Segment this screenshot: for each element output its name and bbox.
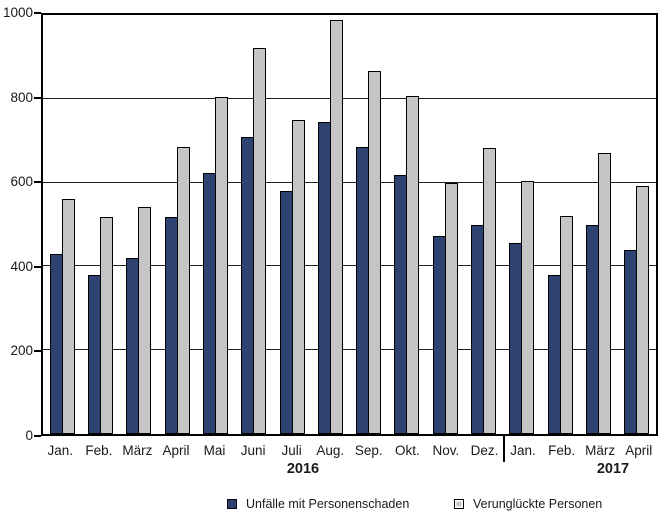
gridlines [43, 15, 656, 434]
bar-verungglueckte [406, 96, 420, 434]
x-axis-label-14: Feb. [548, 443, 576, 458]
x-axis-label-7: Juli [281, 443, 302, 458]
bar-verungglueckte [253, 48, 267, 434]
year-label-2017: 2017 [596, 461, 630, 477]
y-axis-tick-mark [34, 265, 41, 268]
legend-label: Unfälle mit Personenschaden [246, 497, 410, 511]
bar-group-4 [158, 15, 196, 434]
bar-verungglueckte [329, 19, 343, 434]
x-axis-label-8: Aug. [316, 443, 345, 458]
x-axis-label-9: Sep. [354, 443, 383, 458]
legend-swatch-icon [227, 499, 237, 509]
y-axis-tick-label: 0 [25, 428, 33, 443]
bar-verungglueckte [61, 198, 75, 434]
x-axis-label-13: Jan. [510, 443, 536, 458]
legend-item-1: Unfälle mit Personenschaden [227, 497, 409, 511]
y-axis-tick-label: 1000 [2, 5, 33, 20]
bar-verungglueckte [598, 153, 612, 434]
gridline-400 [43, 265, 656, 267]
legend: Unfälle mit Personenschaden Verunglückte … [0, 497, 668, 517]
x-axis-label-2: Feb. [85, 443, 113, 458]
bar-group-9 [350, 15, 388, 434]
bar-verungglueckte [521, 180, 535, 434]
bar-group-8 [311, 15, 349, 434]
bar-verungglueckte [368, 71, 382, 434]
bar-group-3 [120, 15, 158, 434]
y-axis-tick-label: 200 [10, 343, 33, 359]
bar-verungglueckte [291, 120, 305, 434]
bar-verungglueckte [214, 97, 228, 434]
y-axis-tick-label: 800 [10, 89, 33, 105]
x-axis-label-11: Nov. [432, 443, 460, 458]
x-axis-label-16: April [625, 443, 653, 458]
bar-verungglueckte [483, 148, 497, 434]
bar-group-15 [579, 15, 617, 434]
x-axis-label-1: Jan. [47, 443, 74, 458]
x-axis-labels: Jan. Feb. März April Mai Juni Juli Aug. Sep. Okt.… [41, 443, 658, 458]
bar-group-11 [426, 15, 464, 434]
y-axis-tick-label: 600 [10, 174, 33, 190]
bar-verungglueckte [99, 217, 113, 434]
y-axis-tick-label: 400 [10, 258, 33, 274]
year-label-2016: 2016 [286, 461, 320, 477]
plot-area [41, 13, 658, 436]
bar-group-12 [464, 15, 502, 434]
x-axis-label-12: Dez. [470, 443, 499, 458]
x-axis-label-5: Mai [203, 443, 226, 458]
bar-group-6 [235, 15, 273, 434]
bar-verungglueckte [138, 207, 152, 434]
gridline-600 [43, 181, 656, 183]
y-axis-tick-mark [34, 96, 41, 99]
bars-layer [43, 15, 656, 434]
bar-verungglueckte [176, 147, 190, 434]
bar-verungglueckte [444, 183, 458, 434]
bar-group-2 [81, 15, 119, 434]
x-axis-label-3: März [122, 443, 153, 458]
year-separator-line [503, 434, 505, 462]
y-axis-tick-mark [34, 181, 41, 184]
bar-verungglueckte [636, 186, 650, 434]
bar-group-10 [388, 15, 426, 434]
y-axis-tick-mark [34, 435, 41, 437]
gridline-200 [43, 349, 656, 351]
legend-label: Verunglückte Personen [473, 497, 603, 511]
bar-group-13 [503, 15, 541, 434]
bar-group-16 [618, 15, 656, 434]
x-axis-label-4: April [162, 443, 190, 458]
x-axis-label-10: Okt. [394, 443, 420, 458]
x-axis-label-6: Juni [240, 443, 266, 458]
bar-verungglueckte [559, 216, 573, 434]
y-axis-tick-mark [34, 12, 41, 14]
legend-swatch-icon [454, 499, 464, 509]
x-axis-label-15: März [585, 443, 616, 458]
bar-group-14 [541, 15, 579, 434]
bar-group-1 [43, 15, 81, 434]
y-axis-tick-mark [34, 350, 41, 353]
gridline-800 [43, 97, 656, 99]
bar-group-5 [196, 15, 234, 434]
bar-group-7 [273, 15, 311, 434]
legend-item-2: Verunglückte Personen [454, 497, 602, 511]
